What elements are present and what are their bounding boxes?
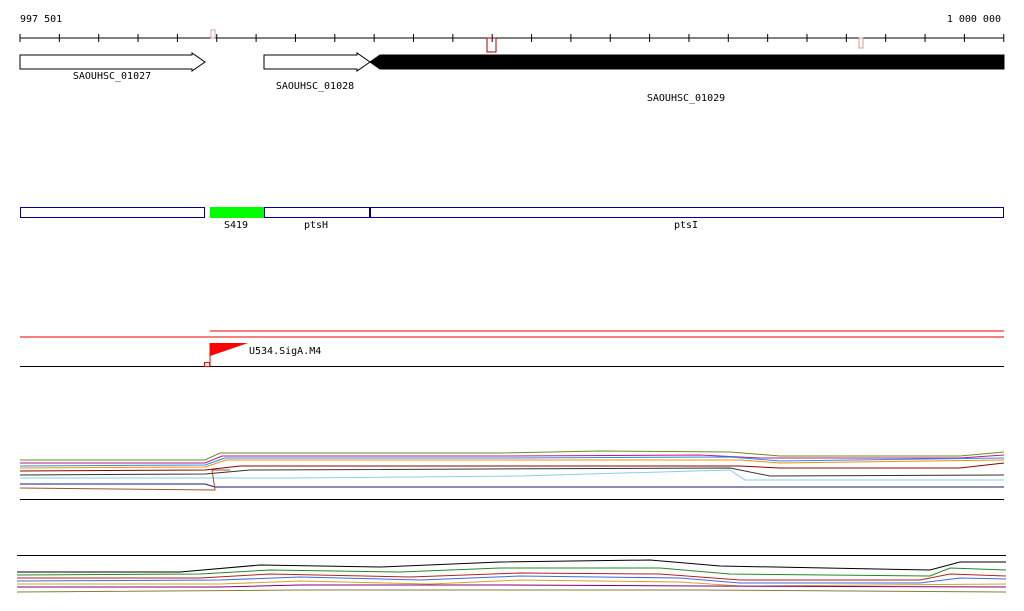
expression-line <box>20 450 1005 461</box>
marker <box>486 37 497 53</box>
expression-line <box>17 584 1007 588</box>
feature-label: ptsI <box>674 220 698 231</box>
gene-label: SAOUHSC_01028 <box>276 81 354 92</box>
feature-box <box>370 207 1004 218</box>
expression-line <box>19 462 1005 472</box>
expression-line <box>19 456 1005 467</box>
ruler-start: 997 501 <box>20 14 62 25</box>
promoter-marker <box>204 362 210 367</box>
expression-line <box>17 579 1007 587</box>
expression-line <box>19 467 1005 477</box>
expression-track <box>16 450 1007 593</box>
expression-line <box>16 575 1007 584</box>
feature-box <box>210 207 264 218</box>
feature-label: ptsH <box>304 220 328 231</box>
expression-line <box>20 454 1005 464</box>
expression-line <box>16 567 1007 577</box>
promoter-label: U534.SigA.M4 <box>249 346 321 357</box>
gene-label: SAOUHSC_01029 <box>647 93 725 104</box>
gene-label: SAOUHSC_01027 <box>73 71 151 82</box>
feature-box <box>264 207 370 218</box>
expression-line <box>16 589 1007 593</box>
gene-arrow <box>263 52 371 72</box>
gene-arrow <box>19 52 206 72</box>
expression-line <box>17 572 1007 581</box>
expression-line <box>17 559 1006 573</box>
marker <box>858 37 864 49</box>
marker <box>210 29 216 39</box>
expression-line <box>20 483 1004 488</box>
promoter-flag <box>210 343 248 356</box>
ruler: 997 501 1 000 000 <box>19 14 1005 53</box>
expression-line <box>19 469 230 491</box>
feature-label: S419 <box>224 220 248 231</box>
expression-line <box>20 469 1004 481</box>
ruler-end: 1 000 000 <box>947 14 1001 25</box>
feature-box <box>20 207 205 218</box>
expression-line <box>19 459 1005 469</box>
gene-bar <box>369 54 1005 70</box>
